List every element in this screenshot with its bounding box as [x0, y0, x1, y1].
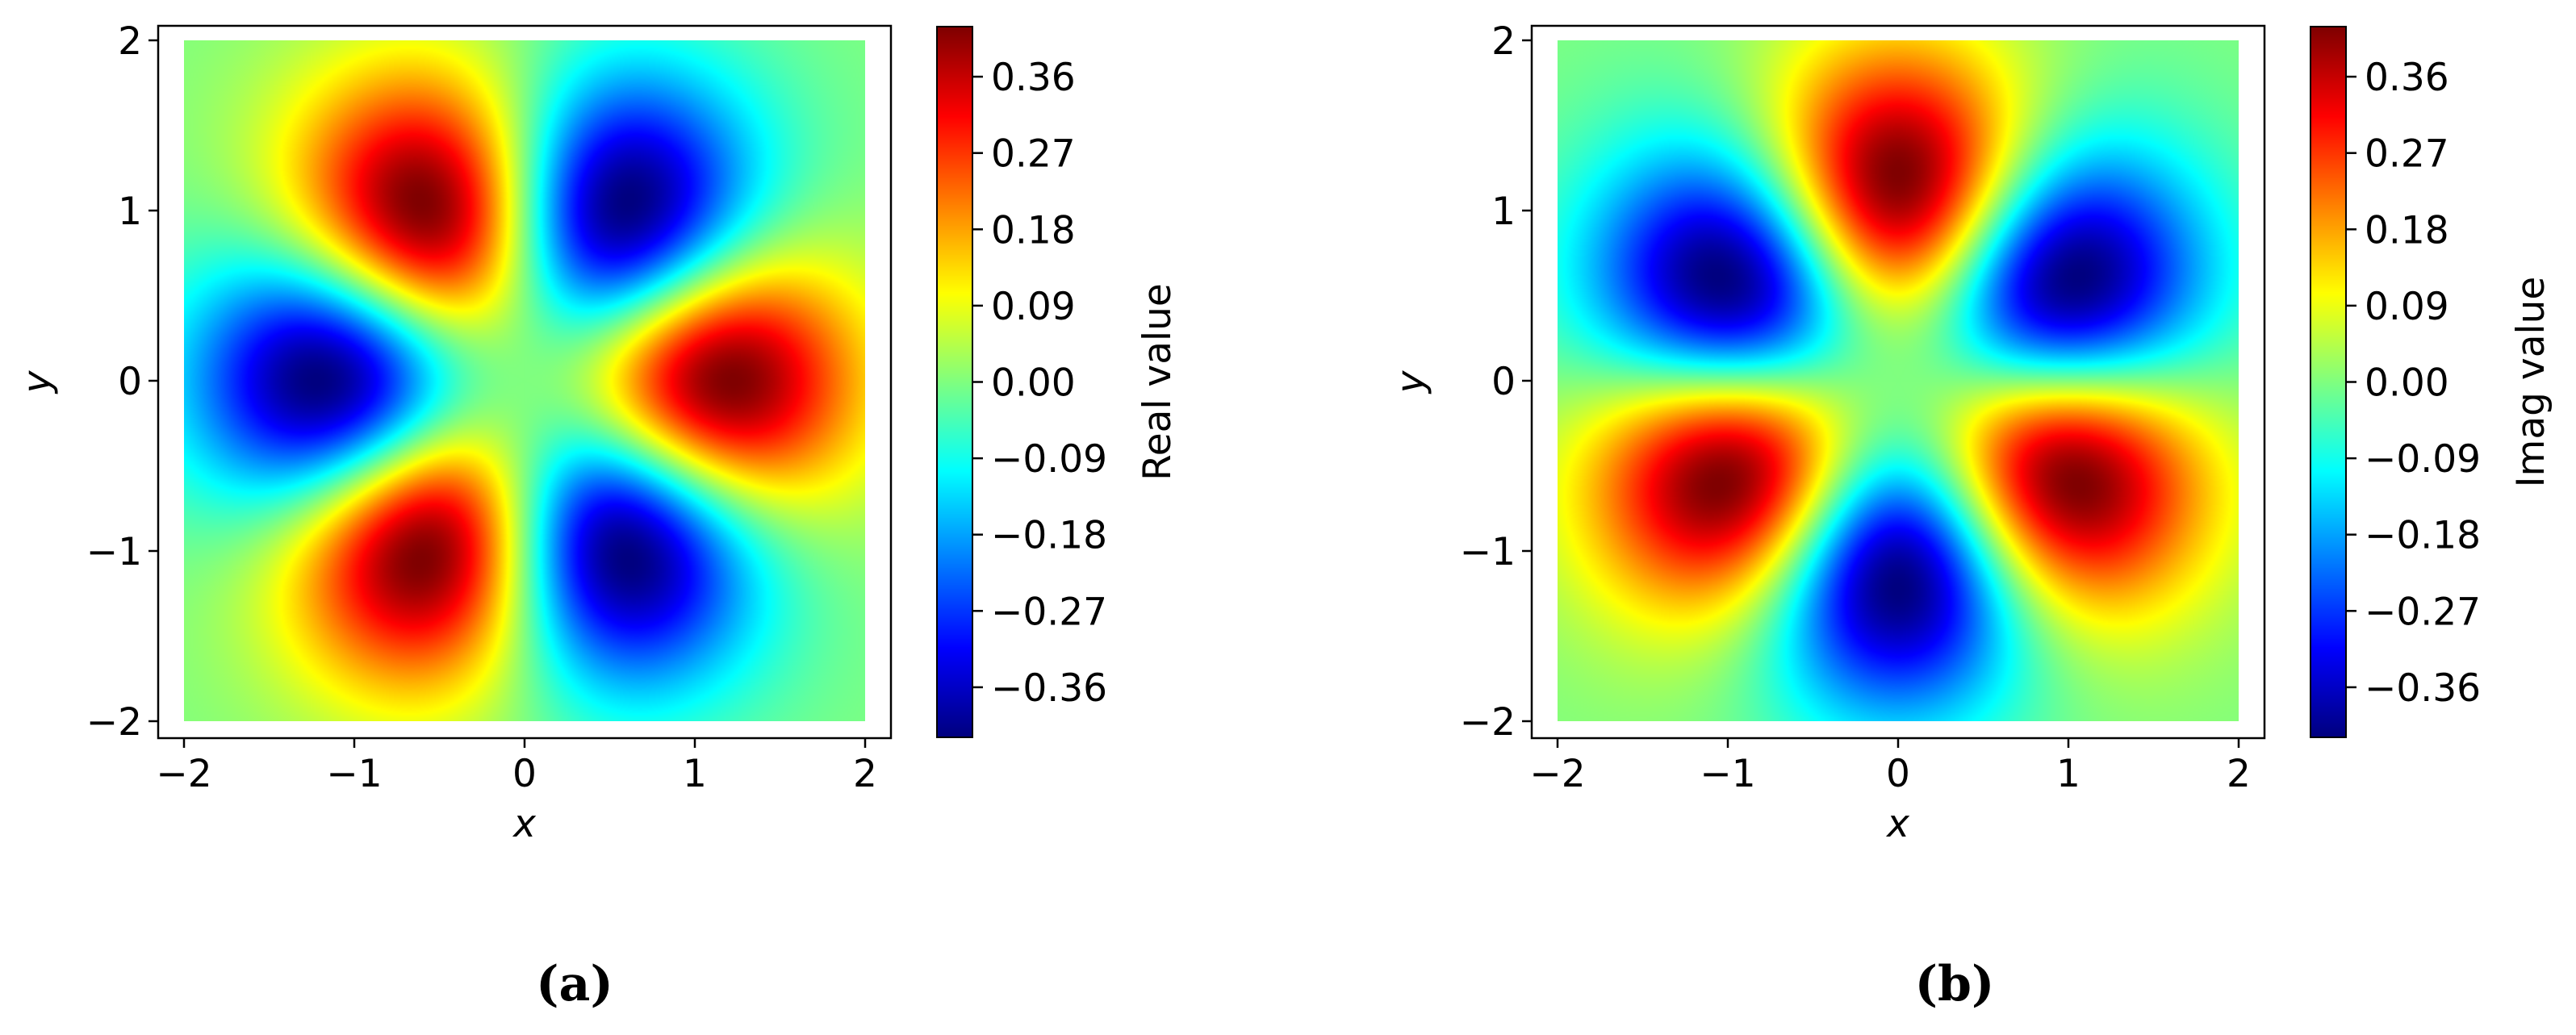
panel-label-a: (a) [536, 956, 613, 1012]
y-axis-label: y [15, 369, 60, 394]
y-tick-label: 2 [1491, 19, 1516, 64]
colorbar-tick-label: −0.36 [2365, 666, 2481, 711]
colorbar-tick-label: −0.09 [991, 437, 1107, 482]
axes-frame [1530, 24, 2266, 740]
panel-label-b: (b) [1914, 956, 1995, 1012]
x-tick-label: 1 [683, 752, 707, 796]
colorbar-imag [2310, 26, 2347, 738]
y-tick-label: 2 [118, 19, 142, 64]
colorbar-tick-label: 0.09 [991, 285, 1076, 329]
colorbar-real [936, 26, 973, 738]
x-tick-label: 0 [1886, 752, 1910, 796]
x-tick-label: −2 [1529, 752, 1585, 796]
y-tick-label: −2 [1460, 700, 1516, 745]
colorbar-tick-label: −0.18 [2365, 514, 2481, 558]
axes-b: −2 −2 −1 −1 0 0 1 1 2 2 x y −0.36 −0.27 −0.18 −0.09 0.00… [1389, 19, 2553, 846]
heatmap-real [184, 40, 865, 721]
y-axis-label: y [1389, 369, 1433, 394]
y-tick-label: −1 [86, 530, 142, 574]
panel-a: −2 −2 −1 −1 0 0 1 1 2 2 x y −0.36 −0.27 −0.18 −0.09 0.00… [15, 19, 1180, 1012]
colorbar-tick-label: −0.27 [2365, 590, 2481, 634]
heatmap-imag [1558, 40, 2239, 721]
x-tick-label: 0 [512, 752, 537, 796]
colorbar-tick-label: −0.36 [991, 666, 1107, 711]
colorbar-tick-label: −0.18 [991, 514, 1107, 558]
colorbar-tick-label: 0.18 [991, 208, 1076, 252]
colorbar-tick-label: −0.09 [2365, 437, 2481, 482]
y-tick-label: 1 [118, 190, 142, 234]
x-tick-label: 2 [2227, 752, 2251, 796]
panel-b: −2 −2 −1 −1 0 0 1 1 2 2 x y −0.36 −0.27 −0.18 −0.09 0.00… [1374, 0, 2576, 1035]
x-axis-label: x [1885, 802, 1910, 846]
x-axis-label: x [512, 802, 537, 846]
y-tick-label: −1 [1460, 530, 1516, 574]
x-tick-label: −1 [1700, 752, 1755, 796]
x-tick-label: −1 [326, 752, 382, 796]
colorbar-tick-label: 0.27 [991, 132, 1076, 177]
colorbar-tick-label: 0.18 [2365, 208, 2449, 252]
colorbar-tick-label: 0.27 [2365, 132, 2449, 177]
colorbar-tick-label: 0.00 [2365, 361, 2449, 406]
colorbar-label: Real value [1135, 283, 1180, 481]
axes-a: −2 −2 −1 −1 0 0 1 1 2 2 x y −0.36 −0.27 −0.18 −0.09 0.00… [15, 19, 1180, 846]
x-tick-label: −2 [156, 752, 211, 796]
y-tick-label: 1 [1491, 190, 1516, 234]
colorbar-tick-label: −0.27 [991, 590, 1107, 634]
y-tick-label: 0 [118, 360, 142, 404]
x-tick-label: 2 [853, 752, 877, 796]
colorbar-tick-label: 0.00 [991, 361, 1076, 406]
y-tick-label: 0 [1491, 360, 1516, 404]
colorbar-label: Imag value [2509, 277, 2553, 488]
colorbar-tick-label: 0.36 [2365, 56, 2449, 100]
x-tick-label: 1 [2056, 752, 2080, 796]
colorbar-tick-label: 0.09 [2365, 285, 2449, 329]
y-tick-label: −2 [86, 700, 142, 745]
colorbar-tick-label: 0.36 [991, 56, 1076, 100]
axes-frame [157, 24, 893, 740]
